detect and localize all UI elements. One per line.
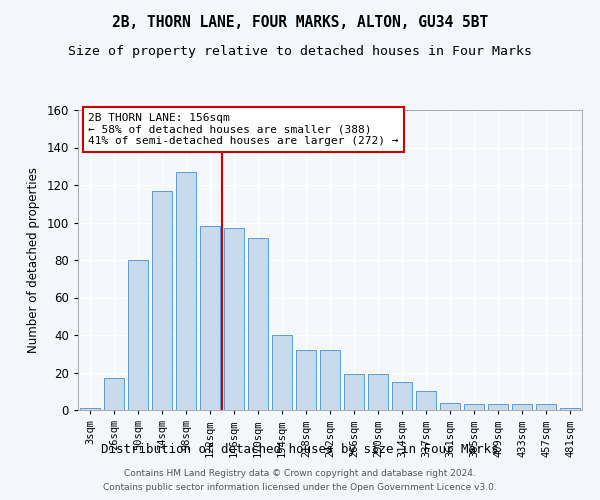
Bar bbox=[368, 374, 388, 410]
Bar bbox=[488, 404, 508, 410]
Bar bbox=[536, 404, 556, 410]
Bar bbox=[104, 378, 124, 410]
Bar bbox=[344, 374, 364, 410]
Bar bbox=[320, 350, 340, 410]
Text: Distribution of detached houses by size in Four Marks: Distribution of detached houses by size … bbox=[101, 444, 499, 456]
Bar bbox=[440, 402, 460, 410]
Bar bbox=[464, 404, 484, 410]
Text: 2B THORN LANE: 156sqm
← 58% of detached houses are smaller (388)
41% of semi-det: 2B THORN LANE: 156sqm ← 58% of detached … bbox=[88, 113, 398, 146]
Bar bbox=[248, 238, 268, 410]
Text: Size of property relative to detached houses in Four Marks: Size of property relative to detached ho… bbox=[68, 45, 532, 58]
Bar bbox=[560, 408, 580, 410]
Text: Contains HM Land Registry data © Crown copyright and database right 2024.: Contains HM Land Registry data © Crown c… bbox=[124, 468, 476, 477]
Bar bbox=[224, 228, 244, 410]
Bar bbox=[128, 260, 148, 410]
Bar bbox=[152, 190, 172, 410]
Text: 2B, THORN LANE, FOUR MARKS, ALTON, GU34 5BT: 2B, THORN LANE, FOUR MARKS, ALTON, GU34 … bbox=[112, 15, 488, 30]
Bar bbox=[296, 350, 316, 410]
Bar bbox=[200, 226, 220, 410]
Y-axis label: Number of detached properties: Number of detached properties bbox=[26, 167, 40, 353]
Bar bbox=[416, 391, 436, 410]
Bar bbox=[392, 382, 412, 410]
Bar bbox=[80, 408, 100, 410]
Text: Contains public sector information licensed under the Open Government Licence v3: Contains public sector information licen… bbox=[103, 484, 497, 492]
Bar bbox=[272, 335, 292, 410]
Bar bbox=[512, 404, 532, 410]
Bar bbox=[176, 172, 196, 410]
